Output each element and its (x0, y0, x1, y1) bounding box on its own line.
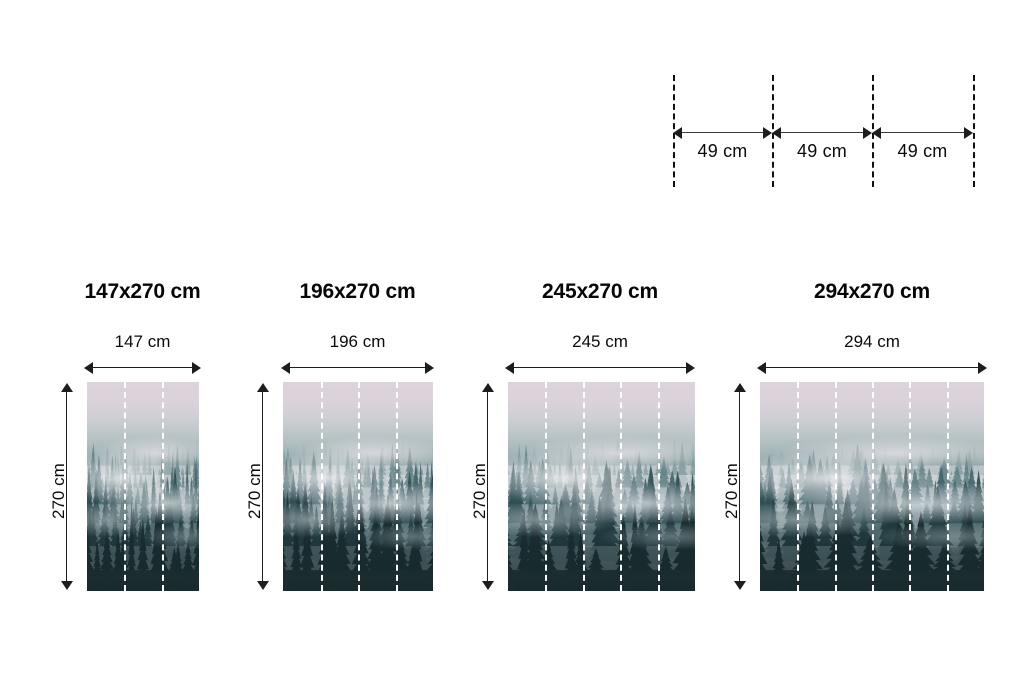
size-panel-147x270: 147x270 cm 147 cm 270 cm (24, 270, 261, 610)
panel-width-label: 147 cm (114, 332, 171, 351)
arrow-line (91, 367, 194, 368)
dimension-arrow (673, 127, 772, 139)
panel-width-arrow (505, 362, 695, 374)
panel-height-arrow (482, 383, 494, 590)
strip-divider-3 (395, 382, 398, 591)
arrow-line (512, 367, 688, 368)
strip-width-label: 49 cm (697, 141, 748, 161)
arrow-head-right-icon (964, 127, 973, 139)
arrow-head-right-icon (425, 362, 434, 374)
arrow-head-down-icon (61, 581, 73, 590)
strip-divider-1 (545, 382, 548, 591)
panel-height-arrow (257, 383, 269, 590)
strip-width-segment-2: 49 cm (772, 127, 872, 167)
strip-divider-1 (124, 382, 127, 591)
arrow-head-down-icon (734, 581, 746, 590)
wallpaper-preview-image (283, 382, 433, 591)
strip-width-segment-3: 49 cm (872, 127, 973, 167)
strip-divider-3 (872, 382, 874, 591)
arrow-head-up-icon (61, 383, 73, 392)
panel-height-label: 270 cm (722, 462, 741, 519)
strip-divider-2 (358, 382, 360, 591)
strip-width-label: 49 cm (897, 141, 948, 161)
arrow-line (764, 367, 980, 368)
strip-guide-line-4 (973, 75, 975, 187)
panel-height-label: 270 cm (470, 462, 489, 519)
panel-width-label: 294 cm (844, 332, 900, 351)
arrow-head-left-icon (281, 362, 290, 374)
panel-title: 196x270 cm (299, 280, 416, 303)
arrow-head-left-icon (872, 127, 881, 139)
panel-height-arrow (734, 383, 746, 590)
strip-divider-2 (161, 382, 164, 591)
strip-divider-5 (946, 382, 949, 591)
arrow-head-down-icon (257, 581, 269, 590)
size-panel-196x270: 196x270 cm 196 cm 270 cm (221, 270, 494, 610)
arrow-line (66, 390, 67, 583)
strip-divider-2 (834, 382, 837, 591)
shadow-overlay (508, 382, 695, 591)
strip-divider-1 (320, 382, 323, 591)
arrow-head-up-icon (734, 383, 746, 392)
strip-divider-4 (909, 382, 912, 591)
panel-width-arrow (84, 362, 201, 374)
arrow-head-right-icon (978, 362, 987, 374)
arrow-line (779, 132, 865, 133)
mist-overlay (87, 382, 199, 591)
panel-width-arrow (757, 362, 987, 374)
panel-height-label: 270 cm (245, 462, 264, 519)
panel-title: 245x270 cm (542, 280, 658, 303)
panel-height-label: 270 cm (49, 462, 68, 519)
strip-divider-3 (620, 382, 623, 591)
panel-width-arrow (281, 362, 434, 374)
panel-title: 294x270 cm (814, 280, 930, 303)
wallpaper-preview-image (508, 382, 695, 591)
panel-width-label: 245 cm (572, 332, 628, 351)
panel-width-label: 196 cm (329, 332, 386, 351)
strip-divider-2 (582, 382, 585, 591)
shadow-overlay (87, 382, 199, 591)
size-panel-245x270: 245x270 cm 245 cm 270 cm (445, 270, 755, 610)
arrow-head-right-icon (863, 127, 872, 139)
dimension-arrow (772, 127, 872, 139)
size-panel-294x270: 294x270 cm 294 cm 270 cm (697, 270, 1024, 610)
strip-width-legend: 49 cm 49 cm 49 cm (660, 70, 990, 190)
arrow-line (288, 367, 427, 368)
arrow-head-left-icon (673, 127, 682, 139)
dimension-arrow (872, 127, 973, 139)
wallpaper-preview-image (760, 382, 984, 591)
arrow-head-left-icon (505, 362, 514, 374)
arrow-head-left-icon (772, 127, 781, 139)
arrow-head-up-icon (482, 383, 494, 392)
strip-width-segment-1: 49 cm (673, 127, 772, 167)
mist-overlay (508, 382, 695, 591)
arrow-head-right-icon (686, 362, 695, 374)
arrow-head-down-icon (482, 581, 494, 590)
arrow-line (680, 132, 765, 133)
arrow-line (739, 390, 740, 583)
strip-divider-4 (657, 382, 660, 591)
panel-title: 147x270 cm (84, 280, 201, 303)
arrow-head-up-icon (257, 383, 269, 392)
arrow-head-left-icon (84, 362, 93, 374)
strip-divider-1 (797, 382, 800, 591)
arrow-head-left-icon (757, 362, 766, 374)
arrow-line (487, 390, 488, 583)
strip-width-label: 49 cm (796, 141, 848, 161)
arrow-line (879, 132, 966, 133)
arrow-line (262, 390, 263, 583)
arrow-head-right-icon (192, 362, 201, 374)
panel-height-arrow (61, 383, 73, 590)
wallpaper-preview-image (87, 382, 199, 591)
arrow-head-right-icon (763, 127, 772, 139)
